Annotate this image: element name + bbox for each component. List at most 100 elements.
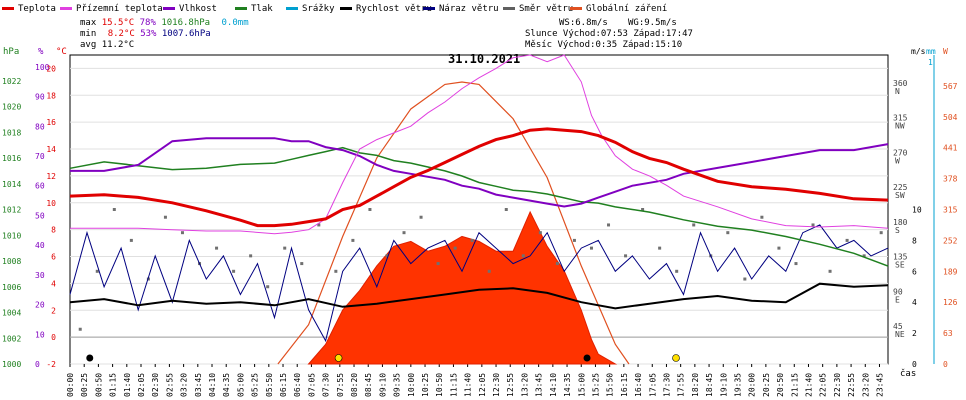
radiation-tick-label: 0	[943, 360, 948, 369]
legend-label: Srážky	[302, 4, 335, 14]
x-tick-label: 02:30	[151, 373, 160, 397]
wind-dir-tick-dir: SE	[895, 261, 905, 270]
x-tick-label: 04:10	[208, 373, 217, 397]
rain-axis-unit: mm	[926, 47, 936, 56]
hpa-tick-label: 1006	[2, 283, 21, 292]
wind-dir-point	[504, 208, 508, 211]
stats-avg-label: avg	[80, 40, 97, 50]
wind-dir-point	[845, 238, 849, 242]
temp-tick-label: 16	[46, 118, 56, 127]
wind-dir-tick-dir: NW	[895, 122, 905, 131]
x-tick-label: 06:15	[279, 373, 288, 397]
x-tick-label: 13:45	[535, 373, 544, 397]
sun-marker	[672, 354, 680, 362]
x-tick-label: 11:40	[464, 373, 473, 397]
x-tick-label: 05:50	[265, 373, 274, 397]
chart-title: 31.10.2021	[448, 52, 520, 66]
wind-dir-point	[538, 231, 542, 235]
wind-dir-point	[300, 262, 304, 266]
x-tick-label: 21:40	[804, 373, 813, 397]
x-tick-label: 09:10	[378, 373, 387, 397]
radiation-tick-label: 126	[943, 298, 958, 307]
x-tick-label: 20:50	[776, 373, 785, 397]
wind-dir-tick-label: 225	[893, 183, 908, 192]
wind-dir-tick-label: 270	[893, 148, 908, 157]
humidity-tick-label: 0	[35, 360, 40, 369]
wind-dir-point	[266, 285, 270, 289]
temp-tick-label: 20	[46, 64, 56, 73]
x-tick-label: 03:20	[180, 373, 189, 397]
wind-dir-point	[129, 238, 133, 242]
wind-speed-tick-label: 2	[912, 329, 917, 338]
x-tick-label: 20:25	[762, 373, 771, 397]
wind-dir-tick-dir: S	[895, 226, 900, 235]
humidity-tick-label: 30	[35, 271, 45, 280]
humidity-tick-label: 60	[35, 182, 45, 191]
wind-dir-tick-dir: SW	[895, 191, 905, 200]
x-tick-label: 02:05	[137, 373, 146, 397]
info-ws: WS:6.8m/s	[559, 18, 608, 28]
x-tick-label: 11:15	[449, 373, 458, 397]
x-tick-label: 05:00	[236, 373, 245, 397]
stats-min-label: min	[80, 29, 97, 39]
x-tick-label: 00:00	[66, 373, 75, 397]
legend-item: Teplota	[2, 3, 56, 15]
legend-swatch	[235, 7, 247, 10]
wind-dir-point	[163, 215, 167, 219]
wind-dir-point	[555, 262, 559, 266]
legend-item: Přízemní teplota	[60, 3, 163, 15]
x-tick-label: 07:05	[307, 373, 316, 397]
x-tick-label: 09:35	[393, 373, 402, 397]
x-tick-label: 20:00	[748, 373, 757, 397]
humidity-tick-label: 100	[35, 63, 50, 72]
wind-dir-point	[572, 238, 576, 242]
x-tick-label: 22:55	[847, 373, 856, 397]
x-tick-label: 12:05	[478, 373, 487, 397]
info-sun: Slunce Východ:07:53 Západ:17:47	[525, 29, 693, 39]
humidity-tick-label: 50	[35, 211, 45, 220]
sun-marker	[334, 354, 343, 362]
x-tick-label: 07:30	[322, 373, 331, 397]
wind-dir-point	[283, 246, 287, 250]
wind-speed-tick-label: 10	[912, 206, 922, 215]
x-axis-label: čas	[900, 368, 916, 379]
wind-dir-point	[658, 246, 662, 250]
legend-swatch	[503, 7, 515, 10]
legend-item: Globální záření	[570, 3, 667, 15]
legend-item: Srážky	[286, 3, 335, 15]
wind-dir-point	[726, 231, 730, 235]
legend-label: Přízemní teplota	[76, 4, 163, 14]
wind-dir-tick-dir: E	[895, 295, 900, 304]
x-tick-label: 08:20	[350, 373, 359, 397]
x-tick-label: 22:05	[819, 373, 828, 397]
x-tick-label: 15:50	[606, 373, 615, 397]
wind-dir-point	[589, 246, 593, 250]
legend-swatch	[286, 7, 298, 10]
x-tick-label: 08:45	[364, 373, 373, 397]
wind-dir-point	[777, 246, 781, 250]
stats-min-temp: 8.2°C	[107, 29, 135, 39]
radiation-tick-label: 63	[943, 329, 953, 338]
x-tick-label: 10:00	[407, 373, 416, 397]
x-tick-label: 17:55	[677, 373, 686, 397]
legend-swatch	[340, 7, 352, 10]
wind-dir-point	[470, 238, 474, 242]
humidity-axis-unit: %	[38, 47, 44, 57]
series-humidity	[70, 137, 889, 208]
wind-dir-point	[232, 269, 236, 273]
temp-tick-label: 10	[46, 199, 56, 208]
legend-label: Vlhkost	[179, 4, 217, 14]
temp-tick-label: 14	[46, 145, 56, 154]
wind-speed-tick-label: 6	[912, 267, 917, 276]
x-tick-label: 01:15	[109, 373, 118, 397]
radiation-tick-label: 378	[943, 175, 958, 184]
wind-dir-point	[453, 246, 457, 250]
radiation-tick-label: 441	[943, 144, 958, 153]
series-temperature	[69, 127, 889, 228]
legend-label: Tlak	[251, 4, 273, 14]
rain-tick-label: 1	[928, 58, 933, 67]
legend-label: Rychlost větru	[356, 4, 432, 14]
x-tick-label: 03:45	[194, 373, 203, 397]
legend-label: Teplota	[18, 4, 56, 14]
legend-label: Směr větru	[519, 4, 574, 14]
